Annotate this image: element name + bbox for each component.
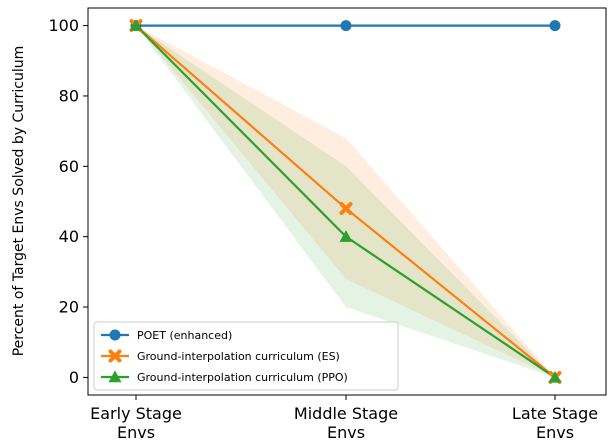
- y-tick-label: 40: [59, 227, 79, 246]
- y-tick-label: 20: [59, 298, 79, 317]
- y-tick-label: 60: [59, 157, 79, 176]
- x-tick-label: Envs: [536, 423, 574, 442]
- y-axis-title: Percent of Target Envs Solved by Curricu…: [11, 46, 27, 357]
- legend-entry-2: Ground-interpolation curriculum (ES): [137, 350, 340, 363]
- x-tick-label: Middle Stage: [294, 404, 398, 423]
- plot-frame: [87, 7, 607, 396]
- legend-box: [93, 321, 399, 391]
- point-series-1-3: [549, 20, 561, 32]
- point-series-3-1: [129, 19, 143, 31]
- point-series-3-2: [339, 230, 353, 242]
- y-tick-label: 80: [59, 86, 79, 105]
- legend-swatch-marker: [108, 370, 122, 383]
- x-tick-label: Envs: [117, 423, 155, 442]
- x-tick-label: Late Stage: [512, 404, 598, 423]
- legend-swatch-marker: [109, 329, 121, 341]
- series-markers: [129, 19, 562, 384]
- point-series-2-2: [339, 202, 353, 216]
- legend: POET (enhanced) Ground-interpolation curr…: [93, 321, 399, 391]
- y-tick-label: 0: [69, 368, 79, 387]
- legend-entry-1: POET (enhanced): [137, 329, 232, 342]
- band-series-3: [136, 25, 555, 378]
- legend-entry-3: Ground-interpolation curriculum (PPO): [137, 371, 348, 384]
- confidence-bands: [136, 25, 555, 378]
- point-series-1-2: [340, 20, 352, 32]
- legend-swatch-marker: [108, 349, 122, 363]
- y-axis: 0 20 40 60 80 100: [48, 16, 88, 387]
- point-series-3-3: [548, 370, 562, 383]
- band-series-2: [136, 25, 555, 378]
- x-tick-label: Early Stage: [90, 404, 182, 423]
- y-tick-label: 100: [48, 16, 79, 35]
- x-tick-label: Envs: [327, 423, 365, 442]
